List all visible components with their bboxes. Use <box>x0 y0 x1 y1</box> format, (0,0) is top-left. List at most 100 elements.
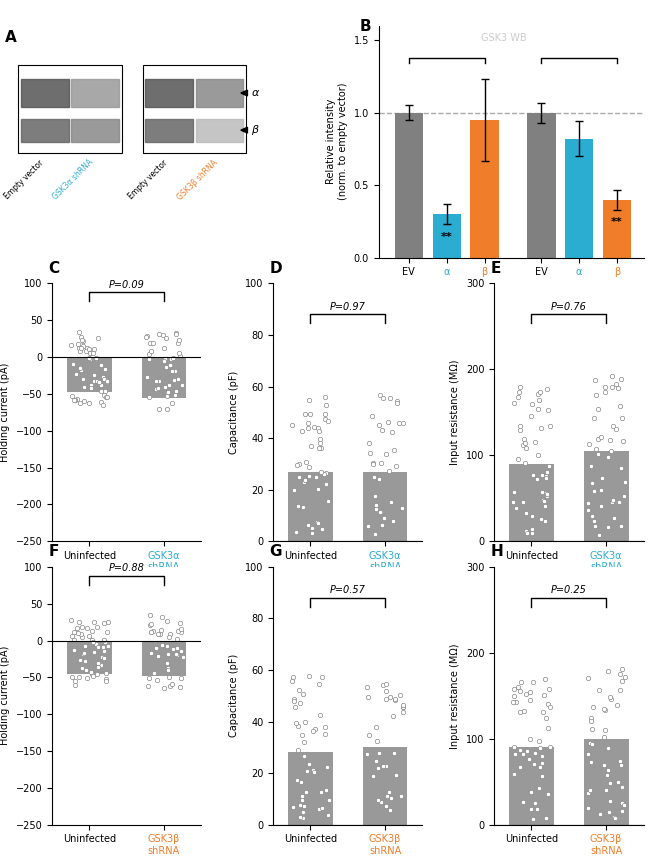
Point <box>98 640 108 654</box>
Point <box>159 341 169 355</box>
Point <box>76 341 86 355</box>
Point <box>298 687 308 701</box>
Point <box>371 754 382 768</box>
Point <box>535 741 545 755</box>
Bar <box>142 641 187 676</box>
Point <box>304 757 314 771</box>
Point <box>541 711 551 725</box>
Point <box>163 379 174 393</box>
Bar <box>18 65 122 153</box>
Point <box>162 390 172 404</box>
Point <box>545 419 555 433</box>
Point <box>522 744 532 758</box>
Point <box>292 773 303 787</box>
Point <box>371 498 382 512</box>
Point <box>397 417 408 430</box>
Point <box>537 769 547 783</box>
Point <box>164 631 175 644</box>
Point <box>96 395 106 409</box>
Point <box>608 493 618 507</box>
Point <box>322 759 333 773</box>
Point <box>528 675 538 689</box>
Point <box>96 384 107 398</box>
Point <box>172 648 182 661</box>
Point <box>521 524 532 538</box>
Point <box>586 477 597 490</box>
Point <box>164 679 175 693</box>
Point <box>295 696 306 710</box>
Point <box>590 520 601 533</box>
Point <box>294 457 304 471</box>
Polygon shape <box>241 127 248 133</box>
Point <box>166 364 177 378</box>
Point <box>320 390 331 404</box>
Point <box>98 369 109 383</box>
Point <box>166 358 177 372</box>
Point <box>172 642 182 655</box>
Point <box>93 660 103 673</box>
Point <box>525 693 535 707</box>
Point <box>585 736 595 750</box>
Point <box>73 616 84 630</box>
Point <box>542 489 552 503</box>
Point <box>296 775 306 789</box>
Point <box>589 484 599 497</box>
Point <box>387 515 398 528</box>
Point <box>616 373 626 387</box>
Point <box>77 620 87 634</box>
Point <box>159 352 170 366</box>
Point <box>85 352 96 366</box>
Bar <box>72 79 119 107</box>
Point <box>162 656 172 670</box>
Point <box>374 418 385 432</box>
Point <box>165 627 176 641</box>
Point <box>320 398 331 411</box>
Point <box>398 704 408 718</box>
Point <box>170 384 181 398</box>
Point <box>538 495 549 509</box>
Point <box>367 409 377 423</box>
Point <box>518 496 528 509</box>
Bar <box>288 752 333 825</box>
Bar <box>72 119 119 142</box>
Point <box>385 392 395 405</box>
Point <box>176 625 187 639</box>
Point <box>596 499 606 513</box>
Point <box>603 664 613 678</box>
Point <box>540 499 551 513</box>
Point <box>170 388 180 402</box>
Point <box>66 670 77 684</box>
Bar <box>395 113 423 258</box>
Point <box>315 709 325 722</box>
Point <box>98 398 108 411</box>
Point <box>609 511 619 525</box>
Point <box>294 683 304 697</box>
Point <box>536 421 547 435</box>
Point <box>386 792 396 806</box>
Point <box>70 393 81 406</box>
Point <box>151 382 161 396</box>
Point <box>593 403 603 417</box>
Point <box>544 460 554 473</box>
Point <box>99 633 109 647</box>
Point <box>517 746 528 760</box>
Point <box>606 495 617 509</box>
Point <box>174 346 184 360</box>
Bar <box>67 641 112 673</box>
Point <box>583 497 593 510</box>
Point <box>533 402 543 416</box>
Point <box>379 511 389 525</box>
Text: **: ** <box>441 232 452 241</box>
Point <box>619 475 630 489</box>
Point <box>390 692 400 706</box>
Point <box>382 789 392 802</box>
Point <box>302 765 312 778</box>
Point <box>146 617 156 631</box>
Point <box>389 443 400 457</box>
Point <box>308 765 318 779</box>
Point <box>509 682 519 696</box>
Point <box>101 674 111 688</box>
Point <box>530 435 540 448</box>
Point <box>141 330 151 344</box>
Point <box>395 688 405 702</box>
